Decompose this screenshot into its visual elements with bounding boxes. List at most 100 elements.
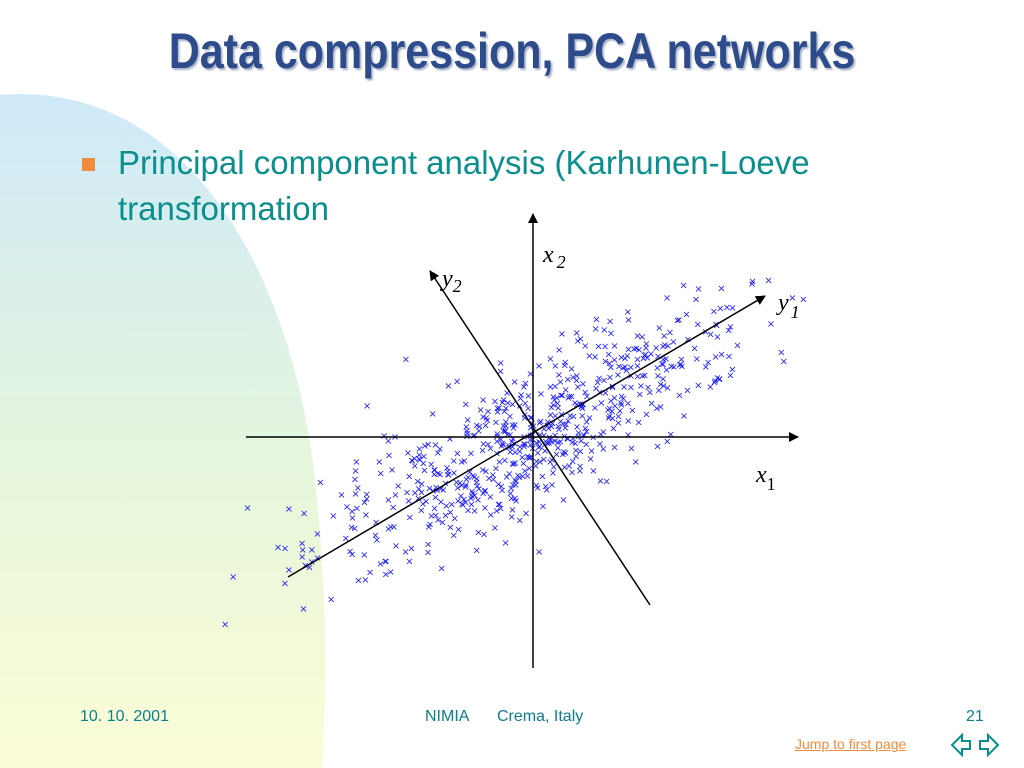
scatter-point: × — [621, 362, 629, 373]
scatter-point: × — [501, 426, 509, 437]
scatter-point: × — [429, 409, 437, 420]
scatter-point: × — [574, 336, 582, 347]
scatter-point: × — [467, 500, 475, 511]
scatter-point: × — [427, 460, 435, 471]
scatter-point: × — [710, 307, 718, 318]
first-page-link[interactable]: Jump to first page — [795, 736, 907, 752]
scatter-point: × — [438, 518, 446, 529]
nav-icon[interactable] — [950, 732, 1000, 758]
scatter-point: × — [574, 382, 582, 393]
scatter-point: × — [516, 442, 524, 453]
scatter-point: × — [360, 497, 368, 508]
scatter-point: × — [559, 419, 567, 430]
scatter-point: × — [301, 560, 309, 571]
scatter-point: × — [551, 411, 559, 422]
scatter-point: × — [573, 422, 581, 433]
footer-place: Crema, Italy — [497, 708, 584, 725]
scatter-point: × — [452, 477, 460, 488]
scatter-point: × — [535, 442, 543, 453]
scatter-point: × — [654, 352, 662, 363]
scatter-point: × — [462, 498, 470, 509]
scatter-point: × — [467, 493, 475, 504]
scatter-point: × — [362, 510, 370, 521]
scatter-point: × — [421, 441, 429, 452]
scatter-point: × — [641, 370, 649, 381]
scatter-point: × — [493, 429, 501, 440]
scatter-point: × — [298, 539, 306, 550]
scatter-point: × — [623, 351, 631, 362]
scatter-point: × — [411, 461, 419, 472]
scatter-point: × — [579, 430, 587, 441]
scatter-point: × — [706, 382, 714, 393]
scatter-point: × — [491, 523, 499, 534]
scatter-point: × — [487, 510, 495, 521]
scatter-point: × — [601, 388, 609, 399]
scatter-point: × — [454, 496, 462, 507]
scatter-point: × — [458, 481, 466, 492]
scatter-point: × — [482, 466, 490, 477]
scatter-point: × — [585, 351, 593, 362]
scatter-point: × — [489, 470, 497, 481]
scatter-point: × — [418, 479, 426, 490]
scatter-point: × — [501, 455, 509, 466]
scatter-point: × — [424, 540, 432, 551]
scatter-point: × — [351, 475, 359, 486]
scatter-point: × — [642, 339, 650, 350]
scatter-point: × — [564, 434, 572, 445]
scatter-point: × — [632, 457, 640, 468]
scatter-point: × — [728, 303, 736, 314]
scatter-point: × — [521, 413, 529, 424]
scatter-point: × — [508, 512, 516, 523]
scatter-point: × — [608, 383, 616, 394]
scatter-point: × — [581, 388, 589, 399]
scatter-point: × — [376, 559, 384, 570]
scatter-point: × — [726, 322, 734, 333]
scatter-point: × — [448, 500, 456, 511]
scatter-point: × — [460, 456, 468, 467]
scatter-point: × — [662, 365, 670, 376]
scatter-point: × — [509, 480, 517, 491]
scatter-point: × — [799, 295, 807, 306]
scatter-point: × — [434, 468, 442, 479]
scatter-point: × — [415, 454, 423, 465]
scatter-point: × — [384, 524, 392, 535]
scatter-point: × — [659, 354, 667, 365]
scatter-point: × — [298, 552, 306, 563]
scatter-point: × — [420, 465, 428, 476]
scatter-point: × — [498, 439, 506, 450]
scatter-point: × — [748, 279, 756, 290]
scatter-point: × — [577, 436, 585, 447]
scatter-point: × — [405, 472, 413, 483]
scatter-point: × — [434, 448, 442, 459]
scatter-point: × — [693, 354, 701, 365]
scatter-point: × — [422, 497, 430, 508]
scatter-point: × — [479, 395, 487, 406]
scatter-point: × — [767, 319, 775, 330]
scatter-point: × — [591, 352, 599, 363]
scatter-point: × — [352, 457, 360, 468]
scatter-point: × — [501, 538, 509, 549]
scatter-point: × — [436, 469, 444, 480]
scatter-point: × — [486, 444, 494, 455]
scatter-point: × — [434, 515, 442, 526]
scatter-point: × — [596, 439, 604, 450]
scatter-point: × — [554, 403, 562, 414]
scatter-point: × — [518, 453, 526, 464]
scatter-point: × — [354, 576, 362, 587]
scatter-point: × — [524, 391, 532, 402]
scatter-point: × — [415, 450, 423, 461]
scatter-point: × — [473, 474, 481, 485]
scatter-point: × — [532, 457, 540, 468]
scatter-point: × — [493, 407, 501, 418]
scatter-point: × — [663, 436, 671, 447]
scatter-point: × — [512, 480, 520, 491]
scatter-point: × — [633, 361, 641, 372]
scatter-point: × — [468, 487, 476, 498]
scatter-point: × — [600, 375, 608, 386]
scatter-point: × — [568, 468, 576, 479]
background-shape — [0, 94, 326, 768]
scatter-point: × — [546, 435, 554, 446]
scatter-point: × — [305, 562, 313, 573]
